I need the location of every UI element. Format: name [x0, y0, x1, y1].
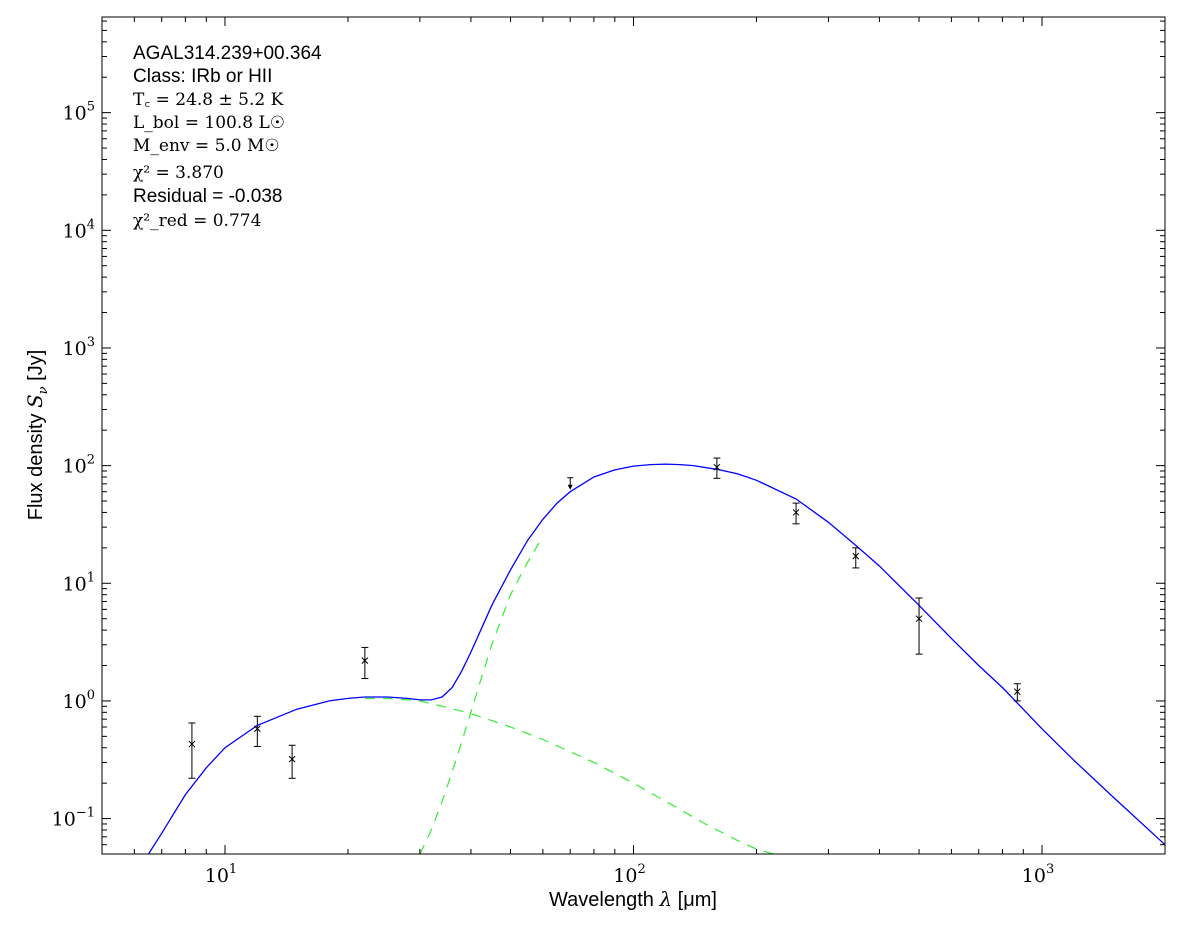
photometry-point	[1013, 683, 1021, 702]
y-tick-label: 100	[63, 688, 95, 713]
y-tick-label: 104	[63, 217, 95, 242]
envelope-mass-label: M_env = 5.0 M☉	[133, 136, 280, 156]
y-axis-title: Flux density Sν [Jy]	[23, 350, 51, 521]
x-tick-label: 101	[205, 862, 237, 887]
y-tick-label: 105	[63, 100, 95, 125]
photometry-point	[253, 715, 261, 747]
photometry-point	[852, 547, 860, 569]
x-tick-label: 103	[1022, 862, 1054, 887]
residual-label: Residual = -0.038	[133, 186, 282, 207]
y-tick-label: 101	[63, 570, 95, 595]
source-class: Class: IRb or HII	[133, 66, 272, 87]
greybody-component-line	[364, 697, 774, 854]
greybody-component-line	[419, 536, 544, 854]
photometry-point	[188, 722, 196, 779]
y-tick-label: 10−1	[52, 806, 95, 831]
photometry-point	[915, 597, 923, 655]
source-name: AGAL314.239+00.364	[133, 43, 322, 64]
x-tick-label: 102	[613, 862, 645, 887]
luminosity-label: L_bol = 100.8 L☉	[133, 113, 285, 133]
chi-squared-label: χ² = 3.870	[133, 163, 224, 183]
fit-annotations: AGAL314.239+00.364 Class: IRb or HII T꜀ …	[133, 43, 322, 231]
model-curves	[147, 463, 1165, 854]
photometry-point	[792, 502, 800, 525]
photometry-point	[288, 744, 296, 779]
upper-limit-point	[567, 477, 574, 490]
reduced-chi-squared-label: χ²_red = 0.774	[133, 211, 261, 231]
photometry-point	[713, 457, 721, 479]
x-axis-title: Wavelength λ [μm]	[549, 887, 717, 911]
data-points	[188, 457, 1021, 779]
photometry-point	[361, 646, 369, 680]
temperature-label: T꜀ = 24.8 ± 5.2 K	[133, 90, 284, 110]
y-tick-label: 103	[63, 335, 95, 360]
total-fit-line	[147, 463, 1165, 854]
y-tick-label: 102	[63, 453, 95, 478]
axis-ticks: 101 102 103 10−1 100 101 102 103 104 105	[52, 17, 1166, 887]
